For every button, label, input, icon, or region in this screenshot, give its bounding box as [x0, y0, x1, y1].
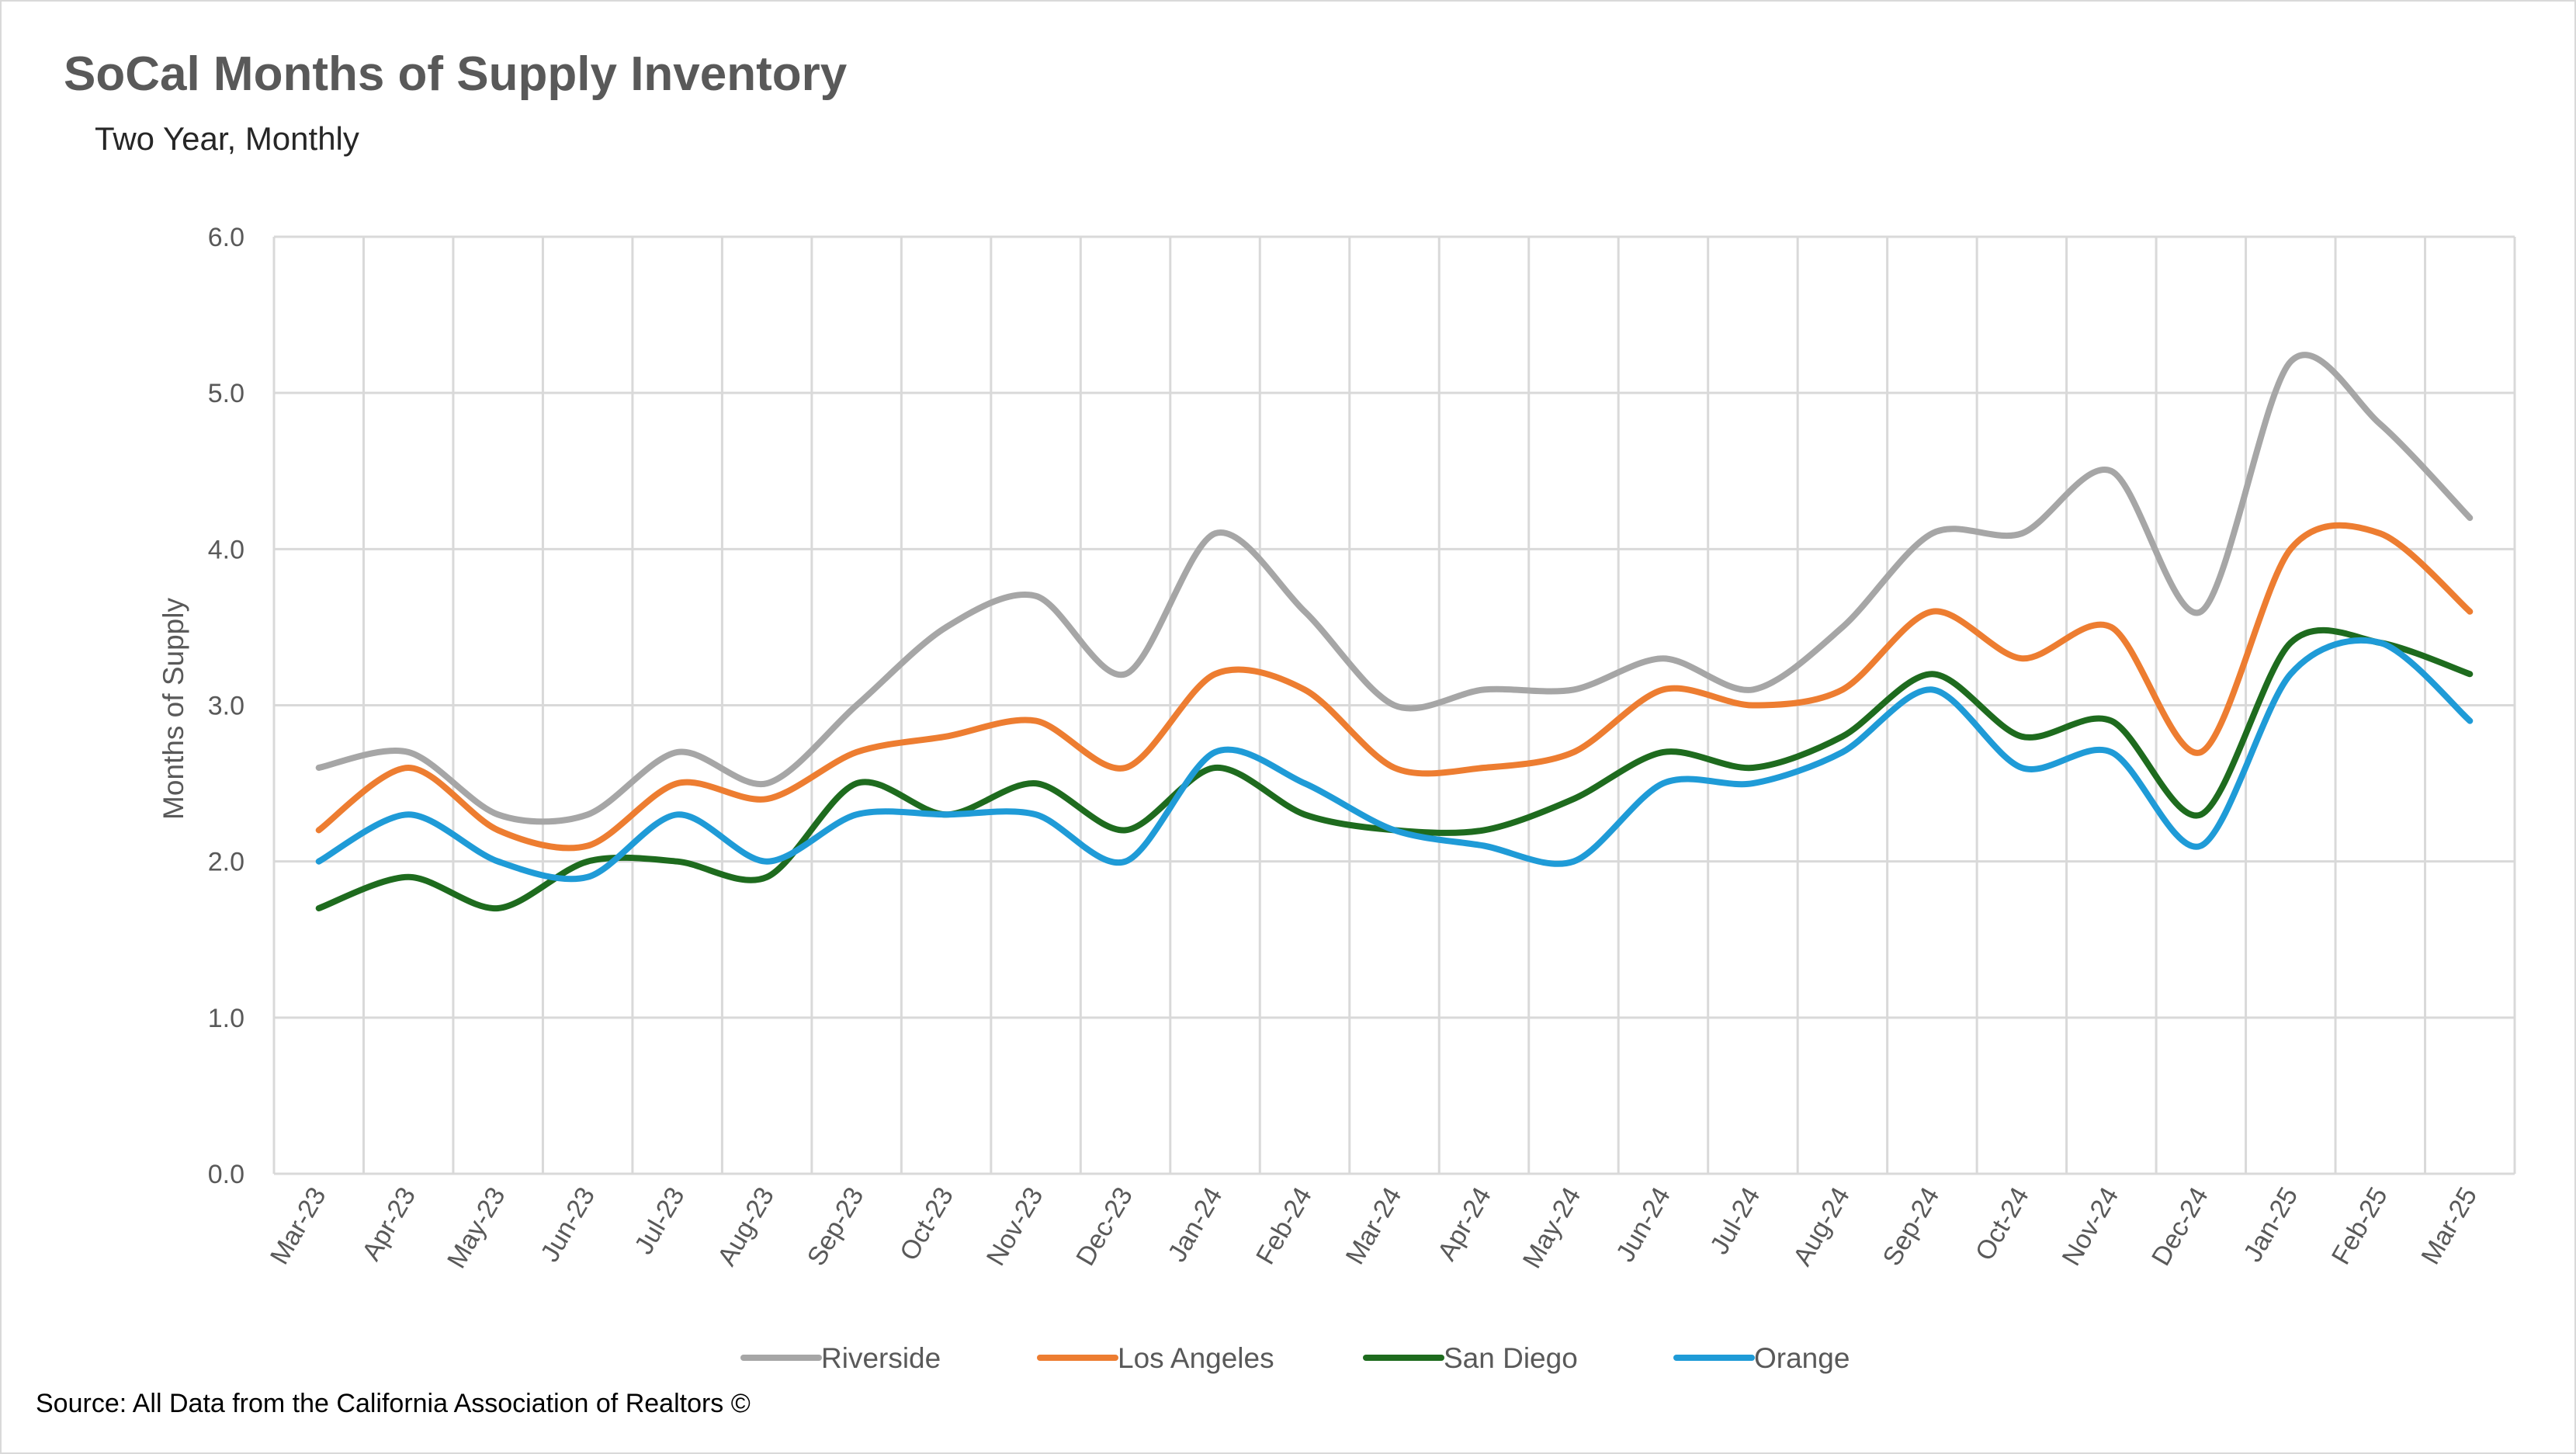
- x-tick-label: May-24: [1517, 1182, 1587, 1273]
- y-tick-label: 0.0: [208, 1160, 244, 1189]
- x-tick-label: Dec-24: [2146, 1182, 2214, 1271]
- x-tick-label: Dec-23: [1070, 1182, 1139, 1271]
- x-tick-label: Oct-23: [894, 1182, 959, 1265]
- legend-label: Riverside: [821, 1342, 941, 1374]
- series-lines: [315, 352, 2474, 912]
- x-tick-label: Jul-24: [1704, 1182, 1766, 1259]
- y-axis-ticks: 0.0 1.0 2.0 3.0 4.0 5.0 6.0: [208, 223, 244, 1189]
- y-tick-label: 1.0: [208, 1004, 244, 1033]
- x-tick-label: Mar-25: [2415, 1182, 2483, 1269]
- x-tick-label: Jan-24: [1163, 1182, 1229, 1267]
- x-tick-label: Feb-24: [1250, 1182, 1318, 1269]
- x-tick-label: Oct-24: [1970, 1182, 2035, 1265]
- x-tick-label: Apr-24: [1432, 1182, 1497, 1265]
- x-tick-label: Nov-24: [2057, 1182, 2125, 1271]
- y-tick-label: 5.0: [208, 379, 244, 408]
- legend: Riverside Los Angeles San Diego Orange: [740, 1342, 1850, 1374]
- y-axis-title: Months of Supply: [158, 598, 189, 820]
- source-note: Source: All Data from the California Ass…: [36, 1389, 751, 1418]
- x-tick-label: Apr-23: [356, 1182, 421, 1265]
- x-tick-label: Jan-25: [2238, 1182, 2304, 1267]
- legend-label: San Diego: [1444, 1342, 1578, 1374]
- x-tick-label: Jun-23: [535, 1182, 601, 1267]
- series-line-san-diego: [315, 626, 2474, 912]
- x-tick-label: Jul-23: [629, 1182, 690, 1259]
- legend-label: Orange: [1754, 1342, 1850, 1374]
- x-tick-label: Mar-24: [1340, 1182, 1408, 1269]
- y-tick-label: 6.0: [208, 223, 244, 252]
- x-tick-label: Nov-23: [981, 1182, 1049, 1271]
- series-line-riverside: [315, 352, 2474, 825]
- y-tick-label: 3.0: [208, 692, 244, 721]
- legend-label: Los Angeles: [1118, 1342, 1274, 1374]
- x-tick-label: Mar-23: [265, 1182, 332, 1269]
- x-tick-label: Feb-25: [2326, 1182, 2394, 1269]
- x-tick-label: Jun-24: [1610, 1182, 1676, 1267]
- series-line-orange: [315, 637, 2474, 883]
- chart-subtitle: Two Year, Monthly: [95, 120, 359, 157]
- y-tick-label: 2.0: [208, 848, 244, 877]
- x-axis-ticks: Mar-23 Apr-23 May-23 Jun-23 Jul-23 Aug-23 Sep-…: [265, 1182, 2483, 1273]
- series-line-los-angeles: [315, 522, 2474, 852]
- y-tick-label: 4.0: [208, 535, 244, 564]
- chart-title: SoCal Months of Supply Inventory: [64, 47, 848, 101]
- x-tick-label: Sep-23: [802, 1182, 870, 1271]
- x-tick-label: Aug-23: [712, 1182, 780, 1271]
- x-tick-label: Aug-24: [1787, 1182, 1856, 1271]
- x-tick-label: Sep-24: [1877, 1182, 1946, 1271]
- x-tick-label: May-23: [442, 1182, 511, 1273]
